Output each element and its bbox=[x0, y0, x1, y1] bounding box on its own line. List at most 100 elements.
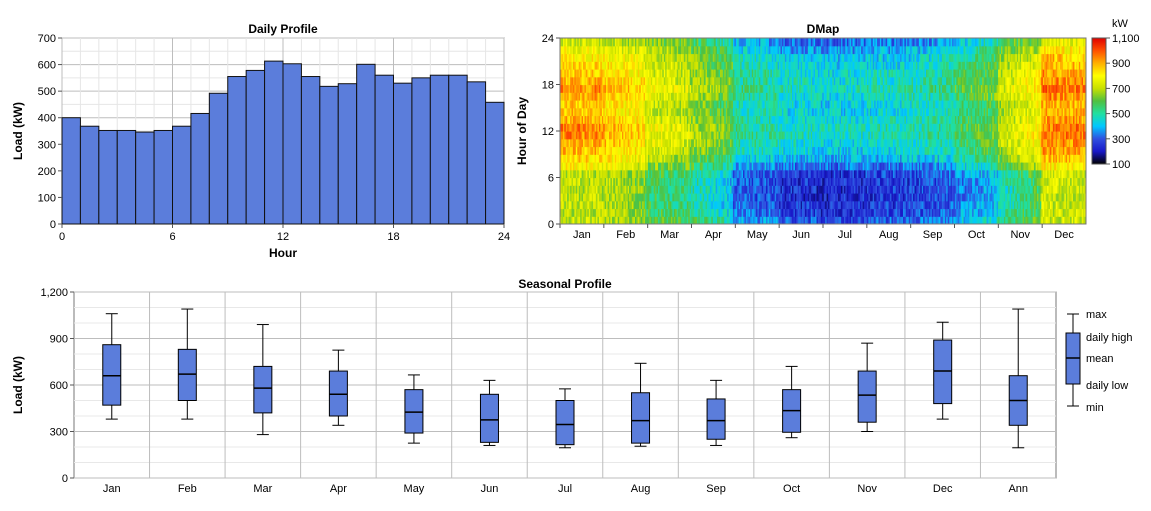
dmap-cell bbox=[662, 61, 665, 70]
dmap-cell bbox=[835, 115, 838, 124]
dmap-cell bbox=[715, 154, 718, 163]
dmap-cell bbox=[688, 115, 691, 124]
daily-bar bbox=[393, 82, 413, 225]
dmap-cell bbox=[619, 208, 622, 217]
dmap-cell bbox=[786, 38, 789, 47]
dmap-cell bbox=[764, 69, 767, 78]
dmap-cell bbox=[813, 146, 816, 155]
dmap-cell bbox=[656, 131, 659, 140]
dmap-cell bbox=[731, 69, 734, 78]
dmap-cell bbox=[751, 193, 754, 202]
dmap-cell bbox=[686, 76, 689, 86]
dmap-cell bbox=[763, 38, 766, 47]
dmap-cell bbox=[678, 100, 681, 109]
dmap-cell bbox=[660, 169, 663, 179]
dmap-cell bbox=[662, 45, 665, 55]
dmap-cell bbox=[698, 92, 701, 101]
dmap-cell bbox=[711, 123, 714, 132]
dmap-cell bbox=[666, 208, 669, 217]
dmap-cell bbox=[820, 100, 823, 109]
dmap-cell bbox=[747, 193, 750, 202]
dmap-cell bbox=[659, 216, 662, 224]
dmap-cell bbox=[629, 115, 632, 124]
dmap-cell bbox=[839, 185, 842, 194]
dmap-cell bbox=[781, 131, 784, 140]
dmap-cell bbox=[786, 177, 789, 186]
dmap-cell bbox=[633, 177, 636, 186]
dmap-cell bbox=[792, 123, 795, 132]
dmap-cell bbox=[601, 162, 604, 171]
dmap-cell bbox=[668, 216, 671, 224]
dmap-cell bbox=[748, 208, 751, 217]
dmap-cell bbox=[852, 84, 855, 93]
dmap-cell bbox=[676, 138, 679, 148]
dmap-cell bbox=[662, 177, 665, 186]
dmap-cell bbox=[683, 53, 686, 62]
dmap-cell bbox=[755, 169, 759, 179]
dmap-cell bbox=[632, 92, 635, 101]
dmap-cell bbox=[585, 200, 588, 210]
dmap-cell bbox=[604, 100, 607, 109]
dmap-cell bbox=[624, 84, 627, 93]
dmap-cell bbox=[823, 193, 826, 202]
dmap-cell bbox=[770, 38, 773, 47]
dmap-cell bbox=[650, 115, 653, 124]
dmap-cell bbox=[722, 200, 725, 210]
dmap-cell bbox=[634, 146, 637, 155]
dmap-cell bbox=[695, 208, 698, 217]
dmap-cell bbox=[792, 84, 795, 93]
dmap-cell bbox=[627, 84, 630, 93]
dmap-cell bbox=[745, 107, 748, 117]
dmap-cell bbox=[583, 76, 586, 86]
dmap-cell bbox=[699, 216, 702, 224]
dmap-cell bbox=[829, 92, 832, 101]
dmap-cell bbox=[575, 61, 578, 70]
dmap-cell bbox=[835, 177, 838, 186]
dmap-cell bbox=[656, 38, 659, 47]
dmap-cell bbox=[655, 61, 658, 70]
dmap-cell bbox=[623, 38, 626, 47]
dmap-cell bbox=[639, 162, 642, 171]
dmap-cell bbox=[695, 92, 698, 101]
dmap-cell bbox=[829, 208, 832, 217]
dmap-cell bbox=[607, 200, 610, 210]
dmap-cell bbox=[790, 154, 793, 163]
dmap-cell bbox=[836, 162, 839, 171]
dmap-cell bbox=[836, 38, 839, 47]
dmap-cell bbox=[842, 115, 845, 124]
dmap-cell bbox=[647, 177, 650, 186]
dmap-cell bbox=[715, 53, 718, 62]
dmap-cell bbox=[803, 84, 806, 93]
dmap-cell bbox=[793, 193, 796, 202]
dmap-cell bbox=[564, 208, 567, 217]
dmap-cell bbox=[793, 131, 796, 140]
dmap-cell bbox=[581, 146, 584, 155]
dmap-cell bbox=[761, 193, 764, 202]
dmap-cell bbox=[843, 38, 846, 47]
dmap-cell bbox=[673, 177, 676, 186]
dmap-cell bbox=[678, 45, 681, 55]
dmap-cell bbox=[616, 69, 619, 78]
dmap-cell bbox=[773, 53, 776, 62]
dmap-cell bbox=[596, 115, 599, 124]
dmap-cell bbox=[830, 38, 833, 47]
dmap-cell bbox=[571, 100, 574, 109]
dmap-cell bbox=[643, 162, 646, 171]
dmap-cell bbox=[832, 185, 835, 194]
dmap-cell bbox=[728, 53, 731, 62]
dmap-cell bbox=[691, 69, 694, 78]
dmap-cell bbox=[718, 154, 721, 163]
dmap-cell bbox=[662, 69, 665, 78]
dmap-cell bbox=[784, 92, 787, 101]
dmap-cell bbox=[780, 76, 783, 86]
dmap-cell bbox=[779, 193, 782, 202]
dmap-cell bbox=[702, 38, 705, 47]
dmap-cell bbox=[825, 38, 828, 47]
dmap-cell bbox=[660, 200, 663, 210]
dmap-cell bbox=[646, 92, 649, 101]
dmap-cell bbox=[747, 177, 750, 186]
dmap-cell bbox=[820, 123, 823, 132]
dmap-cell bbox=[717, 169, 720, 179]
dmap-cell bbox=[669, 200, 672, 210]
dmap-cell bbox=[681, 193, 684, 202]
